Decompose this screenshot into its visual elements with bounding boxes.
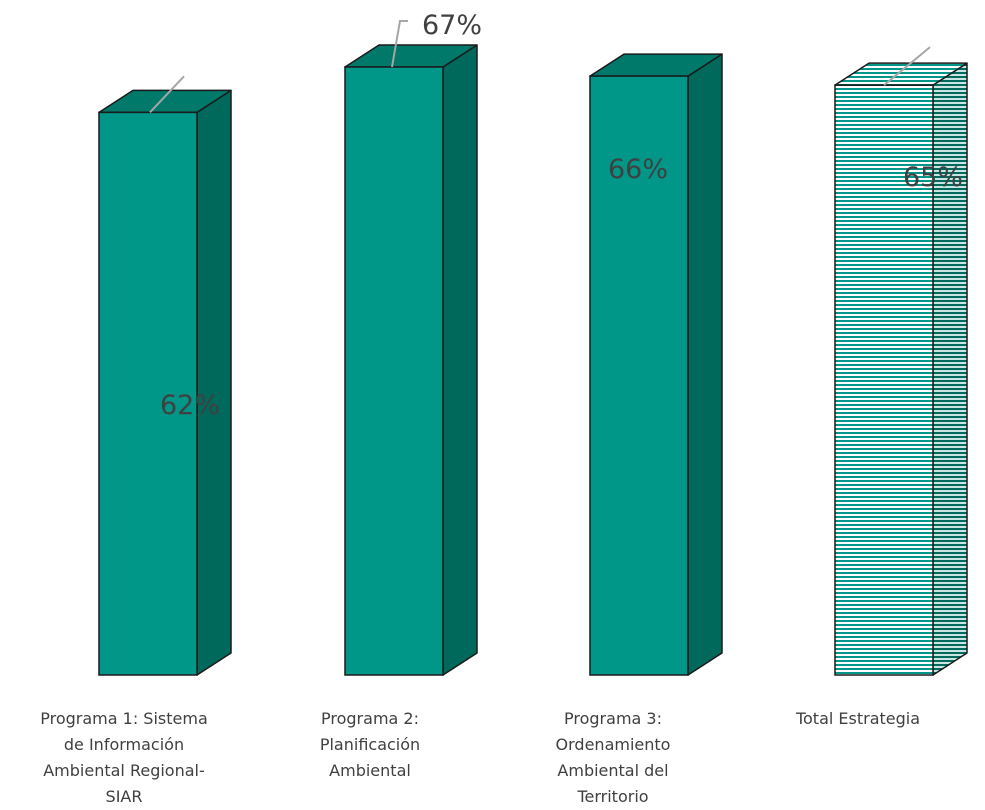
- category-label-3: Programa 3: Ordenamiento Ambiental del T…: [555, 709, 671, 806]
- bars-group: [98, 44, 968, 676]
- bar-2-front: [344, 66, 444, 676]
- bar-2-side: [442, 44, 478, 676]
- bar-1: [98, 89, 232, 676]
- bar-4-side: [932, 62, 968, 676]
- category-label-2: Programa 2: Planificación Ambiental: [319, 709, 421, 780]
- bar-2: [344, 44, 478, 676]
- bar-3-side: [687, 53, 723, 676]
- data-label-4: 65%: [903, 162, 963, 193]
- data-labels-group: 62% 67% 66% 65%: [149, 10, 963, 421]
- leader-line-2: [391, 20, 408, 68]
- bar-4-front: [834, 84, 934, 676]
- data-label-2: 67%: [422, 10, 482, 41]
- leader-line-1: [149, 75, 185, 114]
- data-label-1: 62%: [160, 390, 220, 421]
- bar-1-front: [98, 111, 198, 676]
- bar-4: [834, 62, 968, 676]
- leader-line-4: [883, 46, 931, 86]
- bar-3-front: [589, 75, 689, 676]
- category-label-1: Programa 1: Sistema de Información Ambie…: [40, 709, 208, 806]
- bar-1-side: [196, 89, 232, 676]
- data-label-3: 66%: [608, 154, 668, 185]
- bar-3: [589, 53, 723, 676]
- category-label-4: Total Estrategia: [795, 709, 921, 728]
